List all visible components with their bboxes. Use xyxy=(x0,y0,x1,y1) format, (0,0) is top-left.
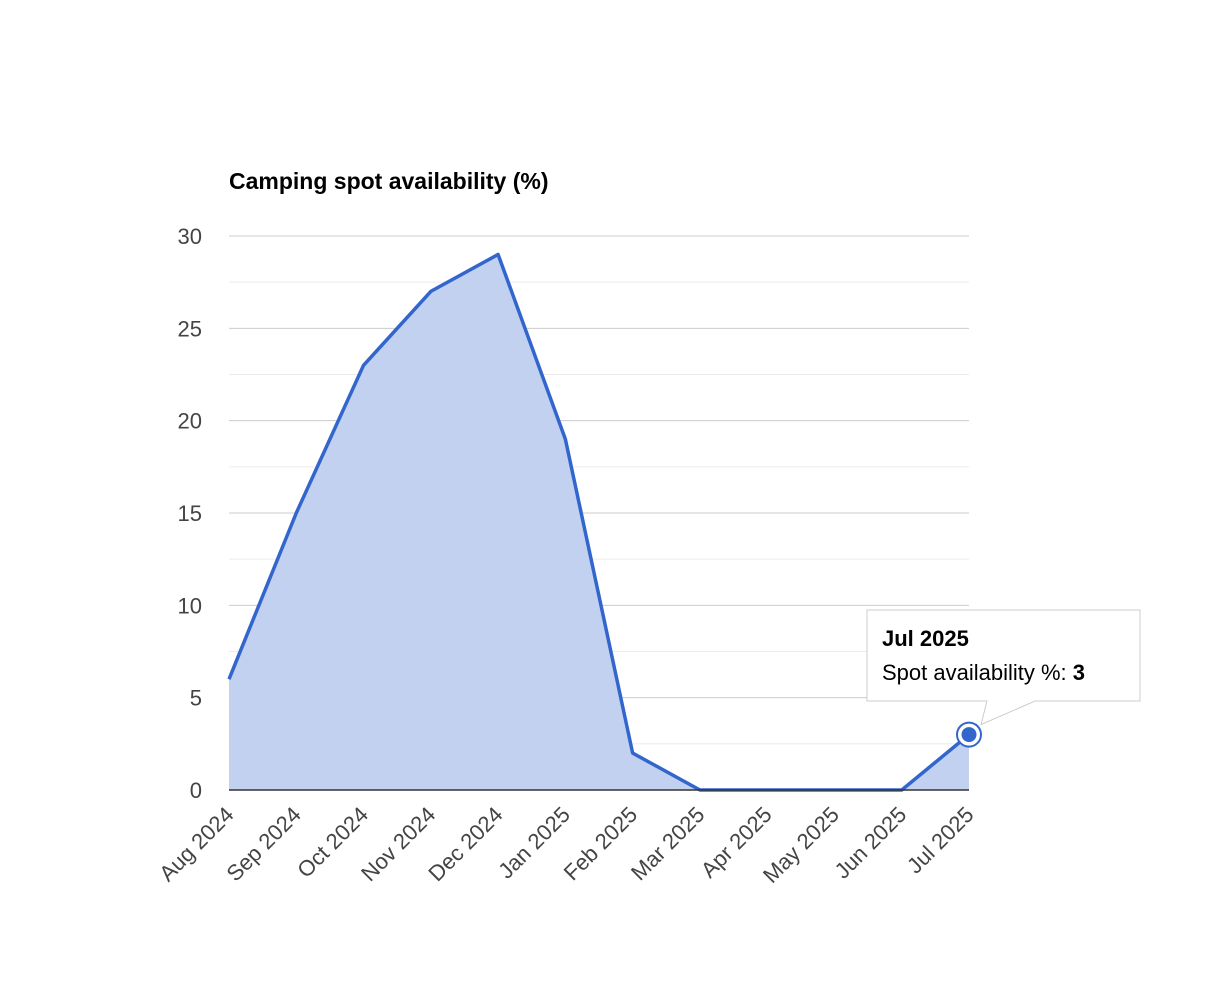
data-point[interactable] xyxy=(961,727,977,743)
y-tick-label: 0 xyxy=(190,778,202,803)
x-tick-label: Mar 2025 xyxy=(626,802,709,885)
y-tick-label: 20 xyxy=(178,409,202,434)
y-tick-label: 30 xyxy=(178,224,202,249)
tooltip-label: Spot availability %: xyxy=(882,660,1073,685)
area-fill xyxy=(229,254,969,790)
x-tick-label: Jun 2025 xyxy=(830,802,912,884)
y-tick-label: 15 xyxy=(178,501,202,526)
series-area xyxy=(227,252,971,792)
x-tick-label: Dec 2024 xyxy=(423,802,507,886)
y-tick-label: 10 xyxy=(178,593,202,618)
y-tick-label: 25 xyxy=(178,316,202,341)
y-tick-label: 5 xyxy=(190,686,202,711)
chart-title: Camping spot availability (%) xyxy=(229,168,549,194)
tooltip-body: Spot availability %: 3 xyxy=(882,660,1085,685)
tooltip-value: 3 xyxy=(1073,660,1085,685)
data-points[interactable] xyxy=(956,721,982,748)
x-tick-label: Jul 2025 xyxy=(902,802,979,879)
y-axis-ticks: 0 5 10 15 20 25 30 xyxy=(178,224,202,803)
tooltip: Jul 2025 Spot availability %: 3 xyxy=(866,609,1141,726)
tooltip-title: Jul 2025 xyxy=(882,626,969,651)
tooltip-box xyxy=(866,609,1141,726)
x-tick-label: Feb 2025 xyxy=(559,802,642,885)
x-tick-label: Sep 2024 xyxy=(222,802,306,886)
